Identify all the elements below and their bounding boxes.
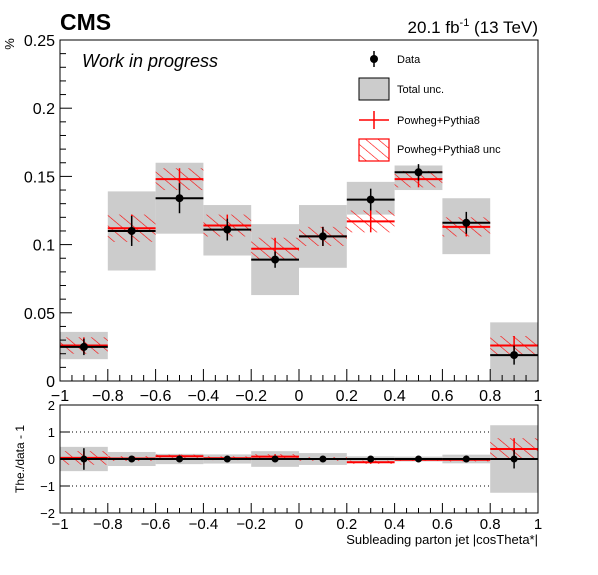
- legend-label-data: Data: [397, 54, 421, 66]
- legend-entry-powheg-unc: Powheg+Pythia8 unc: [358, 138, 501, 162]
- x-tick-label: 0.4: [383, 388, 405, 405]
- status-label: Work in progress: [82, 51, 218, 71]
- ratio-x-tick-label: 0: [295, 516, 303, 533]
- x-tick-label: 0.8: [479, 388, 501, 405]
- ratio-data-point: [128, 455, 136, 463]
- x-tick-label: −0.6: [140, 388, 172, 405]
- ratio-y-tick-label: 1: [48, 425, 55, 440]
- ratio-x-tick-label: 0.8: [480, 516, 501, 533]
- x-tick-label: −0.4: [188, 388, 220, 405]
- experiment-label: CMS: [60, 9, 111, 35]
- ratio-x-tick-label: −0.2: [236, 516, 266, 533]
- data-point: [414, 168, 423, 177]
- x-tick-label: 0.6: [431, 388, 453, 405]
- data-point: [271, 255, 280, 264]
- y-tick-label: 0.2: [33, 101, 55, 118]
- y-axis-label: %: [2, 38, 17, 50]
- legend-entry-total-unc: Total unc.: [358, 77, 444, 101]
- ratio-x-tick-label: 0.6: [432, 516, 453, 533]
- data-point: [462, 218, 471, 227]
- data-point: [127, 226, 136, 235]
- main-plot: 0 0.05 0.1 0.15 0.2 0.25 −1 −0.8 −0.6 −0.4 −0.2 0 0.…: [24, 33, 543, 405]
- data-point: [318, 232, 327, 241]
- y-tick-label: 0.1: [33, 238, 55, 255]
- ratio-data-point: [80, 455, 88, 463]
- legend-entry-powheg: Powheg+Pythia8: [359, 111, 480, 129]
- y-tick-label: 0.25: [24, 33, 55, 50]
- ratio-x-tick-label: 0.2: [336, 516, 357, 533]
- ratio-y-tick-label: 0: [48, 452, 55, 467]
- ratio-x-tick-label: 1: [534, 516, 542, 533]
- legend-label-total-unc: Total unc.: [397, 84, 444, 96]
- data-point: [175, 194, 184, 203]
- ratio-data-point: [319, 455, 327, 463]
- data-point: [366, 195, 375, 204]
- legend: Data Total unc. Powheg+Pythia8 Powheg+Py…: [358, 51, 501, 162]
- y-tick-label: 0: [46, 374, 55, 391]
- data-point: [223, 225, 232, 234]
- x-tick-label: 1: [534, 388, 543, 405]
- data-point: [79, 342, 88, 351]
- ratio-y-tick-label: −1: [40, 479, 55, 494]
- ratio-data-point: [367, 455, 375, 463]
- y-tick-label: 0.05: [24, 306, 55, 323]
- ratio-x-tick-label: −0.8: [93, 516, 123, 533]
- ratio-x-tick-label: −1: [51, 516, 68, 533]
- ratio-y-tick-label: −2: [40, 506, 55, 521]
- ratio-data-point: [510, 455, 518, 463]
- ratio-data-point: [415, 455, 422, 463]
- ratio-y-tick-label: 2: [48, 398, 55, 413]
- y-tick-label: 0.15: [24, 169, 55, 186]
- legend-label-powheg: Powheg+Pythia8: [397, 115, 480, 127]
- legend-entry-data: Data: [370, 51, 421, 67]
- x-tick-label: −0.8: [92, 388, 124, 405]
- ratio-x-tick-label: −0.6: [141, 516, 171, 533]
- x-tick-label: 0: [295, 388, 304, 405]
- x-tick-label: 0.2: [336, 388, 358, 405]
- x-axis-label: Subleading parton jet |cosTheta*|: [346, 532, 538, 547]
- ratio-data-point: [223, 455, 231, 463]
- legend-label-powheg-unc: Powheg+Pythia8 unc: [397, 144, 501, 156]
- x-tick-label: −0.2: [235, 388, 267, 405]
- data-point: [510, 351, 519, 360]
- lumi-label: 20.1 fb-1 (13 TeV): [408, 17, 538, 37]
- ratio-data-point: [271, 455, 279, 463]
- ratio-y-axis-label: The./data - 1: [13, 425, 27, 493]
- ratio-data-point: [462, 455, 470, 463]
- ratio-x-tick-label: 0.4: [384, 516, 405, 533]
- ratio-x-tick-label: −0.4: [189, 516, 219, 533]
- ratio-data-point: [176, 455, 183, 463]
- x-tick-label: −1: [51, 388, 69, 405]
